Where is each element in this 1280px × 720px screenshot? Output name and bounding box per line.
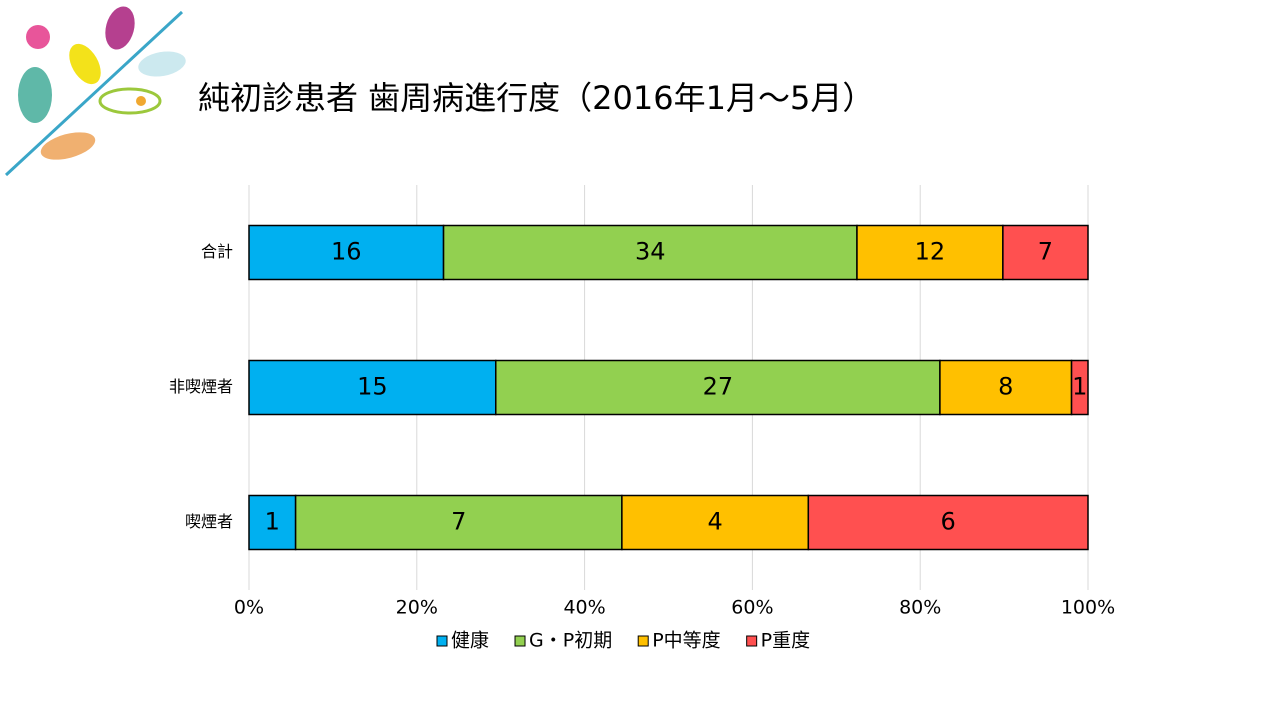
bar-segment (248, 224, 445, 281)
decoration (4, 6, 186, 177)
legend-label: P中等度 (652, 630, 720, 652)
legend-label: G・P初期 (529, 630, 612, 652)
x-tick-label: 100% (1061, 597, 1115, 619)
x-tick-label: 40% (563, 597, 605, 619)
data-label: 12 (915, 238, 946, 266)
legend-marker (436, 635, 448, 647)
decor-leaf (69, 43, 101, 85)
x-tick-label: 20% (396, 597, 438, 619)
bar-segment (294, 494, 623, 551)
data-label: 15 (357, 373, 388, 401)
data-label: 4 (707, 508, 722, 536)
legend-label: 健康 (451, 630, 489, 652)
decor-line (4, 10, 184, 177)
decor-flower (136, 96, 146, 106)
bar-segment (621, 494, 810, 551)
decor-leaf (18, 67, 52, 123)
decor-leaf (105, 6, 135, 50)
data-label: 27 (703, 373, 734, 401)
data-label: 34 (635, 238, 666, 266)
y-tick-label: 喫煙者 (185, 512, 233, 531)
bar-segment (442, 224, 858, 281)
y-tick-label: 合計 (201, 242, 233, 261)
decor-leaf (40, 132, 96, 160)
bar-segment (856, 224, 1004, 281)
bar-segment (807, 494, 1089, 551)
decor-leaf (138, 51, 186, 77)
data-label: 8 (998, 373, 1013, 401)
data-label: 7 (451, 508, 466, 536)
legend-marker (746, 635, 758, 647)
bar-segment (248, 359, 497, 416)
x-tick-label: 0% (234, 597, 264, 619)
legend-label: P重度 (761, 630, 810, 652)
x-tick-label: 60% (731, 597, 773, 619)
decor-leaf (98, 87, 162, 115)
legend-marker (637, 635, 649, 647)
decor-flower (26, 25, 50, 49)
data-label: 16 (331, 238, 362, 266)
x-tick-label: 80% (899, 597, 941, 619)
data-label: 6 (941, 508, 956, 536)
legend-marker (514, 635, 526, 647)
y-tick-label: 非喫煙者 (169, 377, 233, 396)
bar-segment (1002, 224, 1089, 281)
bar-segment (1070, 359, 1089, 416)
bar-segment (248, 494, 297, 551)
data-label: 7 (1038, 238, 1053, 266)
data-label: 1 (265, 508, 280, 536)
chart-title: 純初診患者 歯周病進行度（2016年1月～5月） (198, 79, 874, 117)
data-label: 1 (1072, 373, 1087, 401)
bar-segment (495, 359, 941, 416)
